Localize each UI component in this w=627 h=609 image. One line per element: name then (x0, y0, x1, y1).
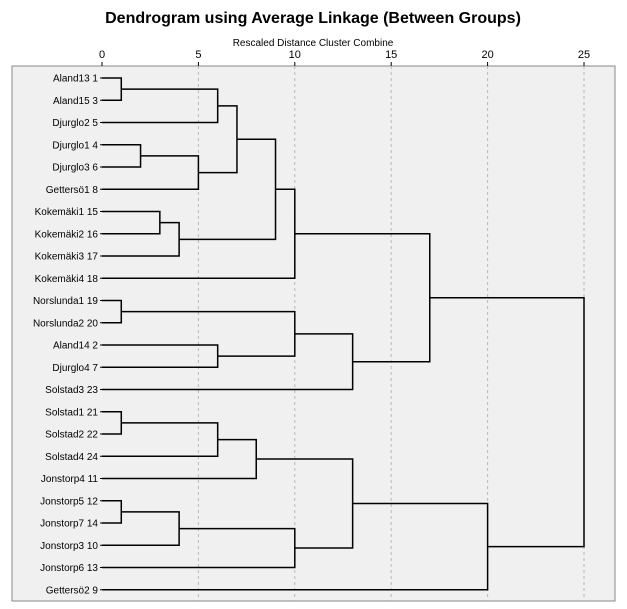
leaf-labels: Aland13 1 Aland15 3 Djurglo2 5 Djurglo1 4 Dj… (33, 74, 98, 597)
leaf-label: Norslunda2 20 (33, 318, 98, 329)
x-tick-label: 15 (385, 49, 397, 61)
leaf-label: Djurglo2 5 (52, 118, 98, 129)
x-tick-label: 25 (578, 49, 590, 61)
leaf-label: Gettersö2 9 (46, 585, 99, 596)
leaf-label: Djurglo3 6 (52, 163, 98, 174)
leaf-label: Aland14 2 (53, 341, 98, 352)
leaf-label: Solstad1 21 (45, 407, 98, 418)
leaf-label: Jonstorp4 11 (41, 474, 99, 485)
leaf-label: Djurglo1 4 (52, 140, 98, 151)
leaf-stubs (100, 77, 102, 591)
x-tick-label: 5 (195, 49, 201, 61)
leaf-label: Jonstorp5 12 (40, 496, 98, 507)
x-axis-title: Rescaled Distance Cluster Combine (233, 38, 394, 49)
x-axis-ticks: 0 5 10 15 20 25 (99, 49, 590, 66)
leaf-label: Jonstorp6 13 (40, 563, 98, 574)
leaf-label: Solstad2 22 (45, 430, 98, 441)
leaf-label: Kokemäki3 17 (35, 252, 99, 263)
leaf-label: Gettersö1 8 (46, 185, 99, 196)
dendrogram-branches (102, 77, 585, 591)
leaf-label: Kokemäki1 15 (35, 207, 99, 218)
leaf-label: Kokemäki4 18 (35, 274, 99, 285)
leaf-label: Djurglo4 7 (52, 363, 98, 374)
leaf-label: Aland13 1 (53, 74, 98, 85)
x-tick-label: 20 (481, 49, 493, 61)
leaf-label: Solstad4 24 (45, 452, 98, 463)
leaf-label: Solstad3 23 (45, 385, 98, 396)
leaf-label: Aland15 3 (53, 96, 98, 107)
leaf-label: Jonstorp7 14 (40, 519, 98, 530)
x-tick-label: 0 (99, 49, 105, 61)
leaf-label: Norslunda1 19 (33, 296, 98, 307)
x-tick-label: 10 (289, 49, 301, 61)
leaf-label: Jonstorp3 10 (40, 541, 98, 552)
leaf-label: Kokemäki2 16 (35, 229, 99, 240)
chart-title: Dendrogram using Average Linkage (Betwee… (105, 10, 521, 27)
dendrogram-branch (429, 296, 585, 548)
